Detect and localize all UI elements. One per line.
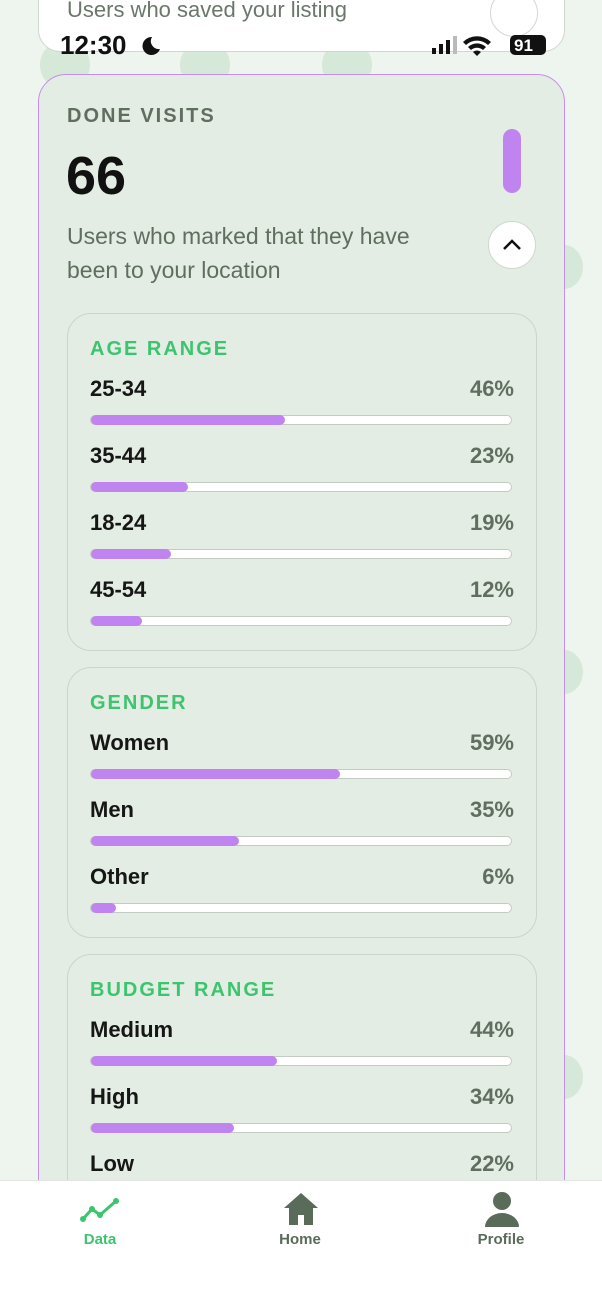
scroll-indicator	[503, 129, 521, 193]
bar-fill	[91, 549, 172, 559]
row-label: Low	[90, 1151, 134, 1176]
row-label: 35-44	[90, 443, 147, 468]
row-percent: 19%	[469, 510, 514, 535]
section-title: GENDER	[90, 692, 188, 714]
home-icon	[284, 1193, 318, 1225]
visit-count: 66	[66, 146, 127, 206]
nav-data[interactable]: Data	[83, 1231, 117, 1248]
breakdown-section: BUDGET RANGE Medium 44% High 34% Low 22%	[67, 954, 537, 1225]
nav-profile[interactable]: Profile	[477, 1231, 525, 1248]
section-title: BUDGET RANGE	[90, 979, 277, 1001]
row-label: Medium	[90, 1017, 174, 1042]
expand-button[interactable]	[490, 0, 538, 37]
profile-icon	[485, 1192, 519, 1227]
bottom-nav: Data Home Profile	[0, 1180, 602, 1307]
bar-fill	[91, 1056, 277, 1066]
row-percent: 12%	[469, 577, 514, 602]
bar-fill	[91, 903, 117, 913]
row-label: 18-24	[90, 510, 147, 535]
row-percent: 6%	[482, 864, 514, 889]
bar-track	[90, 1123, 512, 1133]
breakdown-section: AGE RANGE 25-34 46% 35-44 23% 18-24 19% 45-54 12…	[67, 313, 537, 651]
row-label: High	[90, 1084, 139, 1109]
bar-fill	[91, 1123, 235, 1133]
breakdown-section: GENDER Women 59% Men 35% Other 6%	[67, 667, 537, 938]
bar-fill	[91, 836, 239, 846]
bar-track	[90, 903, 512, 913]
card-description: Users who marked that they have been to …	[67, 223, 410, 283]
row-percent: 22%	[469, 1151, 514, 1176]
row-percent: 34%	[469, 1084, 514, 1109]
bar-fill	[91, 769, 340, 779]
bar-track	[90, 549, 512, 559]
bar-track	[90, 1056, 512, 1066]
bar-track	[90, 482, 512, 492]
row-percent: 44%	[469, 1017, 514, 1042]
stats-card: DONE VISITS 66 Users who marked that the…	[38, 74, 565, 1276]
nav-home[interactable]: Home	[279, 1231, 321, 1248]
data-icon	[80, 1198, 119, 1222]
card-title: DONE VISITS	[67, 105, 216, 127]
row-percent: 59%	[469, 730, 514, 755]
battery-level: 91	[514, 36, 533, 55]
row-label: Other	[90, 864, 149, 889]
row-label: Women	[90, 730, 170, 755]
status-icons	[432, 35, 546, 56]
section-title: AGE RANGE	[90, 338, 230, 360]
bar-fill	[91, 415, 286, 425]
row-label: 25-34	[90, 376, 147, 401]
row-percent: 23%	[469, 443, 514, 468]
chevron-up	[503, 239, 521, 250]
bar-fill	[91, 482, 189, 492]
previous-card: Users who saved your listing	[38, 0, 565, 52]
bar-track	[90, 769, 512, 779]
bar-track	[90, 616, 512, 626]
bar-track	[90, 415, 512, 425]
row-percent: 46%	[469, 376, 514, 401]
row-label: 45-54	[90, 577, 147, 602]
moon-icon	[142, 36, 160, 55]
row-percent: 35%	[469, 797, 514, 822]
collapse-button[interactable]	[488, 221, 536, 269]
card-subtitle: Users who saved your listing	[67, 0, 348, 22]
row-label: Men	[90, 797, 134, 822]
bar-track	[90, 836, 512, 846]
status-time: 12:30	[60, 30, 127, 60]
bar-fill	[91, 616, 142, 626]
